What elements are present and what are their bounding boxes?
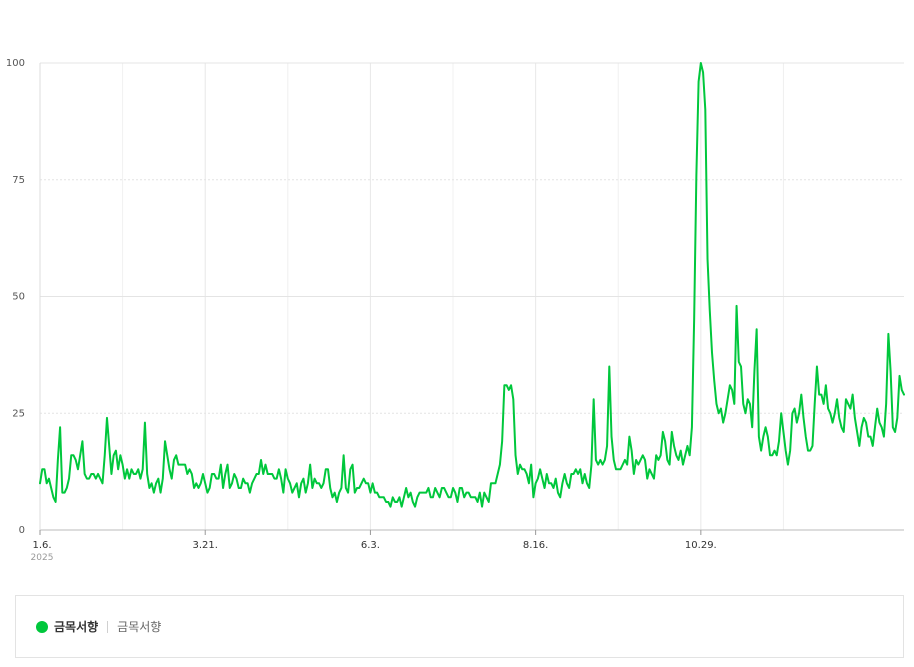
line-chart: 100 75 50 25 0 1.6. 2025 3.21. 6.3. 8.16. 10.29. [6,58,905,563]
legend-series-name: 금목서향 [54,620,99,634]
y-tick-label: 25 [12,408,25,419]
x-tick-label: 1.6. [32,540,51,551]
x-tick-label: 6.3. [361,540,380,551]
series-group [39,62,905,508]
legend-series-sub-label: 금목서향 [117,620,162,634]
legend-item[interactable]: 금목서향 금목서향 [36,618,161,635]
x-axis-labels: 1.6. 2025 3.21. 6.3. 8.16. 10.29. [31,530,717,563]
y-tick-label: 50 [12,292,25,303]
x-tick-label: 8.16. [523,540,548,551]
y-tick-label: 75 [12,175,25,186]
x-tick-year-label: 2025 [31,553,54,563]
series-line [39,62,905,508]
grid-lines [39,62,904,531]
y-tick-label: 0 [19,525,25,536]
legend-dot-icon [36,620,48,633]
legend-box: 금목서향 금목서향 [15,595,904,658]
y-axis-labels: 100 75 50 25 0 [6,58,25,536]
y-tick-label: 100 [6,58,25,69]
legend-divider [107,620,109,633]
x-tick-label: 10.29. [685,540,717,551]
x-tick-label: 3.21. [192,540,217,551]
